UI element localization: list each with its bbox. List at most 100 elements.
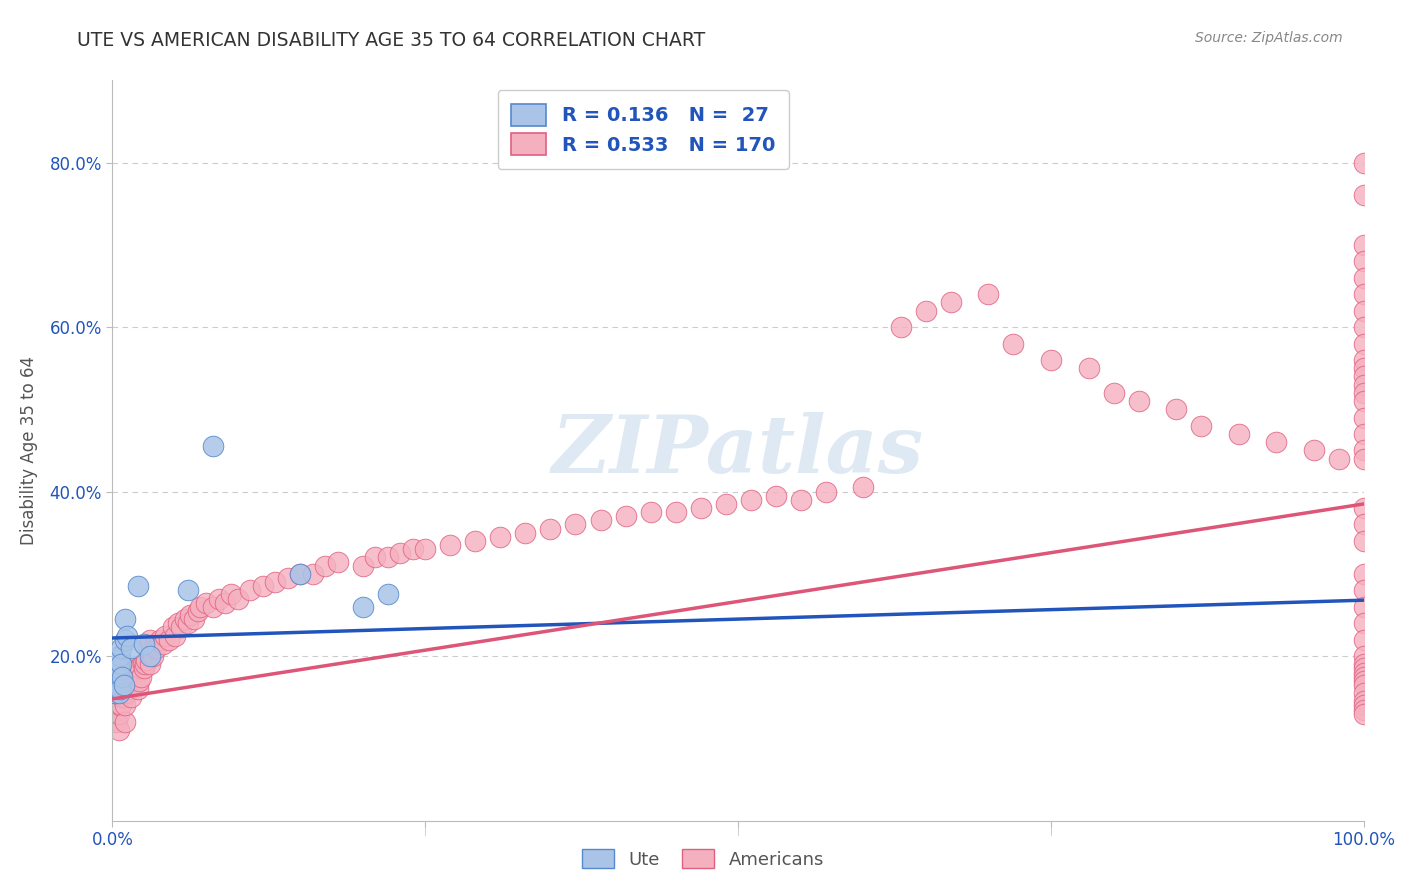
Point xyxy=(107,723,129,738)
Point xyxy=(252,579,274,593)
Point xyxy=(915,303,938,318)
Point xyxy=(352,599,374,614)
Point xyxy=(977,287,1000,301)
Point xyxy=(1002,336,1025,351)
Point xyxy=(214,596,236,610)
Point xyxy=(740,492,762,507)
Point xyxy=(121,673,143,688)
Point xyxy=(118,670,141,684)
Point xyxy=(129,661,152,675)
Point xyxy=(111,670,134,684)
Point xyxy=(170,620,193,634)
Point xyxy=(1353,599,1375,614)
Point xyxy=(1353,665,1375,680)
Point xyxy=(689,501,711,516)
Point xyxy=(1353,353,1375,368)
Point xyxy=(117,673,139,688)
Point xyxy=(107,670,129,684)
Point xyxy=(290,566,312,581)
Point xyxy=(105,706,128,721)
Point xyxy=(136,640,159,655)
Point xyxy=(107,649,129,664)
Point xyxy=(239,583,262,598)
Point xyxy=(1353,698,1375,713)
Point xyxy=(111,665,134,680)
Point xyxy=(1353,270,1375,285)
Point xyxy=(179,607,201,622)
Point xyxy=(1353,670,1375,684)
Point xyxy=(187,604,209,618)
Point xyxy=(1227,427,1250,442)
Point xyxy=(195,596,218,610)
Point xyxy=(107,706,129,721)
Point xyxy=(489,530,512,544)
Point xyxy=(107,698,129,713)
Point xyxy=(139,632,162,647)
Point xyxy=(149,632,172,647)
Point xyxy=(163,628,186,642)
Point xyxy=(107,690,129,705)
Point xyxy=(115,670,138,684)
Point xyxy=(124,670,146,684)
Point xyxy=(1353,155,1375,169)
Point xyxy=(664,505,686,519)
Point xyxy=(439,538,461,552)
Point xyxy=(1353,443,1375,458)
Point xyxy=(790,492,813,507)
Point xyxy=(107,657,129,672)
Point xyxy=(1353,632,1375,647)
Point xyxy=(153,628,176,642)
Point xyxy=(852,480,875,494)
Point xyxy=(107,665,129,680)
Point xyxy=(108,649,131,664)
Point xyxy=(118,681,141,696)
Point xyxy=(1302,443,1324,458)
Point xyxy=(221,587,243,601)
Point xyxy=(131,657,153,672)
Point xyxy=(108,686,131,700)
Point xyxy=(115,681,138,696)
Point xyxy=(110,686,132,700)
Point xyxy=(107,686,129,700)
Point xyxy=(1353,686,1375,700)
Point xyxy=(129,670,152,684)
Point xyxy=(105,678,128,692)
Point xyxy=(108,678,131,692)
Point xyxy=(104,714,127,729)
Point xyxy=(157,632,180,647)
Point xyxy=(162,620,184,634)
Point xyxy=(107,681,129,696)
Point xyxy=(107,665,129,680)
Point xyxy=(107,661,129,675)
Point xyxy=(1353,385,1375,400)
Point xyxy=(1353,501,1375,516)
Point xyxy=(1077,361,1099,376)
Point xyxy=(1102,385,1125,400)
Point xyxy=(538,522,561,536)
Point xyxy=(128,673,150,688)
Point xyxy=(107,681,129,696)
Point xyxy=(640,505,662,519)
Point xyxy=(1353,361,1375,376)
Point xyxy=(139,657,162,672)
Point xyxy=(139,649,162,664)
Point xyxy=(277,571,299,585)
Point xyxy=(1353,237,1375,252)
Point xyxy=(1353,451,1375,466)
Point xyxy=(108,670,131,684)
Point xyxy=(132,637,155,651)
Point xyxy=(1353,517,1375,532)
Point xyxy=(1353,678,1375,692)
Point xyxy=(402,542,425,557)
Point xyxy=(589,513,612,527)
Point xyxy=(1189,418,1212,433)
Point xyxy=(105,670,128,684)
Point xyxy=(110,673,132,688)
Point xyxy=(264,575,287,590)
Point xyxy=(1353,427,1375,442)
Point xyxy=(152,637,174,651)
Point xyxy=(120,661,142,675)
Point xyxy=(1353,661,1375,675)
Point xyxy=(120,690,142,705)
Point xyxy=(127,579,149,593)
